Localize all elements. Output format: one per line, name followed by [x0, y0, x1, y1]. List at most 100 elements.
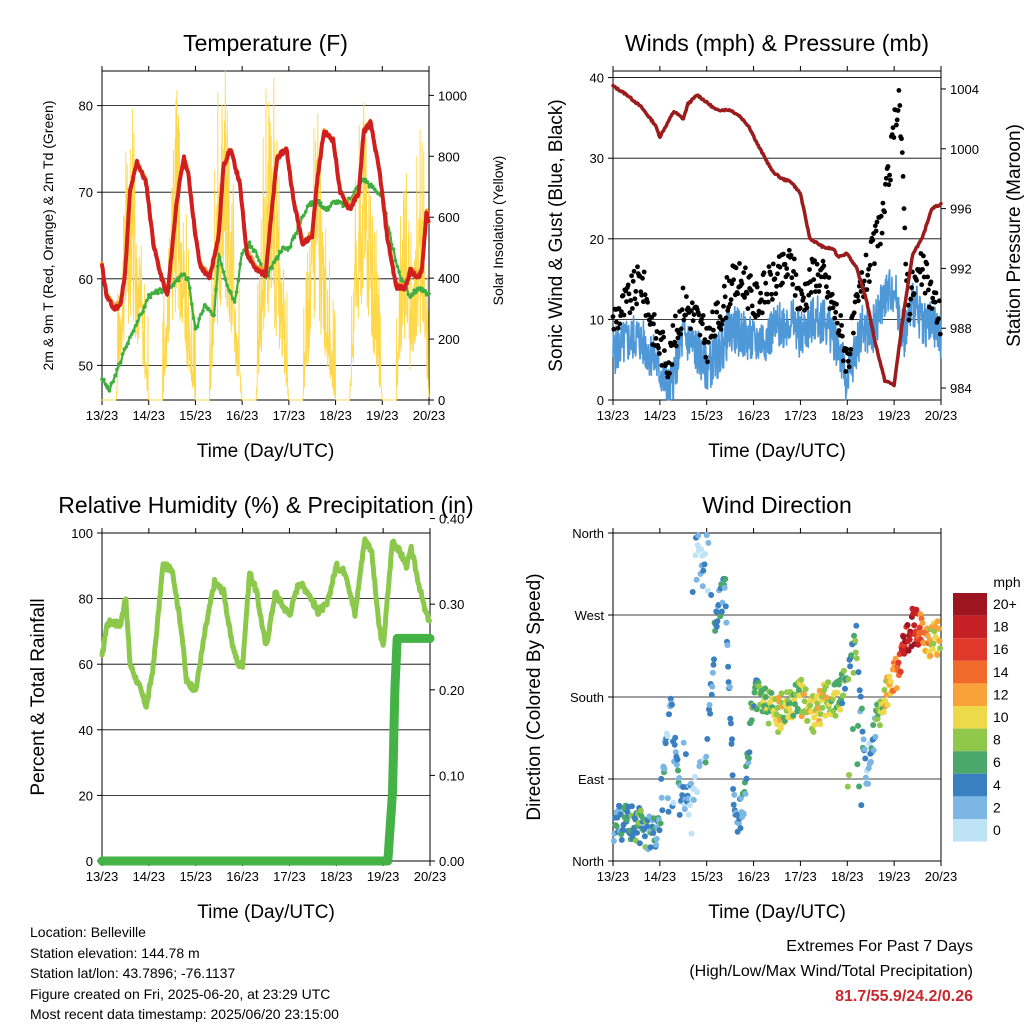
- dewpoint-point: [259, 262, 263, 266]
- gust-point: [863, 252, 869, 258]
- direction-point: [881, 687, 888, 693]
- direction-point: [910, 610, 917, 617]
- gust-point: [780, 280, 785, 286]
- gust-point: [641, 269, 647, 275]
- gust-point: [689, 308, 694, 314]
- direction-point: [927, 652, 934, 659]
- direction-point: [735, 820, 742, 827]
- gust-point: [711, 327, 716, 333]
- gust-point: [851, 330, 856, 336]
- gust-point: [754, 284, 760, 290]
- direction-point: [792, 701, 798, 708]
- direction-point: [723, 619, 730, 626]
- y-axis-label: 2m & 9m T (Red, Orange) & 2m Td (Green): [40, 101, 56, 371]
- speed-colorbar: mph 20+ 18 16 14 12 10 8 6 4 2 0: [953, 574, 1021, 842]
- y-tick-label: East: [578, 772, 604, 787]
- y-tick-label: 0: [597, 393, 604, 408]
- y-tick-label: South: [570, 690, 604, 705]
- dewpoint-point: [182, 272, 187, 276]
- direction-point: [618, 836, 625, 843]
- direction-point: [724, 642, 731, 649]
- x-axis-label: Time (Day/UTC): [197, 441, 335, 462]
- dewpoint-point: [427, 291, 431, 296]
- x-tick-label: 19/23: [367, 869, 400, 884]
- x-tick-label: 17/23: [273, 869, 306, 884]
- gust-point: [793, 272, 799, 278]
- gust-point: [843, 369, 849, 374]
- direction-point: [819, 704, 826, 711]
- gust-point: [887, 172, 892, 178]
- dewpoint-point: [105, 384, 110, 389]
- gust-point: [720, 317, 725, 323]
- gust-point: [721, 303, 726, 309]
- relative-humidity-line: [99, 536, 432, 710]
- gust-point: [617, 321, 623, 327]
- direction-point: [810, 728, 817, 735]
- gust-point: [625, 282, 631, 288]
- direction-point: [862, 755, 869, 762]
- gust-point: [797, 305, 803, 311]
- direction-point: [672, 749, 679, 756]
- gust-point: [723, 315, 729, 321]
- gust-point: [840, 333, 845, 339]
- dewpoint-point: [158, 287, 162, 291]
- dewpoint-point: [146, 292, 151, 297]
- gust-point: [792, 293, 798, 298]
- gust-point: [657, 351, 662, 356]
- y2-tick-label: 1000: [438, 88, 467, 103]
- gust-point: [729, 281, 735, 287]
- direction-point: [688, 830, 695, 837]
- x-tick-label: 14/23: [133, 869, 166, 884]
- dewpoint-point: [154, 288, 158, 293]
- gust-point: [761, 270, 767, 276]
- x-tick-label: 13/23: [597, 408, 630, 423]
- x-tick-label: 17/23: [273, 408, 306, 423]
- dewpoint-point: [133, 323, 138, 328]
- y2-tick-label: 800: [438, 149, 460, 164]
- direction-point: [870, 747, 877, 754]
- solar-insolation-line: [101, 70, 430, 401]
- gust-point: [928, 279, 934, 285]
- dewpoint-point: [202, 303, 207, 307]
- gust-point: [838, 313, 844, 318]
- dewpoint-point: [288, 244, 293, 249]
- gust-point: [790, 282, 796, 287]
- gust-point: [812, 258, 817, 263]
- gust-point: [900, 174, 906, 179]
- dewpoint-point: [186, 276, 190, 280]
- y-tick-label: 10: [590, 312, 604, 327]
- gust-point: [878, 241, 883, 247]
- gust-point: [932, 299, 938, 305]
- gust-point: [705, 359, 710, 365]
- direction-point: [714, 618, 721, 625]
- direction-point: [884, 701, 891, 708]
- dewpoint-point: [373, 187, 377, 192]
- gust-point: [710, 309, 715, 315]
- dewpoint-point: [279, 249, 284, 254]
- legend-swatch: [953, 773, 987, 797]
- dewpoint-point: [159, 290, 164, 295]
- gust-point: [844, 346, 849, 352]
- direction-point: [859, 728, 866, 735]
- gust-point: [678, 331, 683, 337]
- gust-point: [619, 309, 624, 315]
- direction-point: [886, 673, 893, 680]
- dewpoint-point: [294, 231, 299, 236]
- gust-point: [845, 358, 851, 364]
- gust-point: [835, 320, 840, 326]
- legend-swatch: [953, 796, 987, 819]
- gust-point: [826, 275, 832, 280]
- direction-point: [751, 689, 758, 696]
- direction-point: [689, 589, 696, 595]
- direction-point: [887, 678, 894, 685]
- gust-point: [896, 88, 902, 93]
- gust-point: [615, 325, 621, 331]
- dewpoint-point: [217, 255, 222, 260]
- gust-point: [712, 333, 718, 339]
- direction-point: [853, 622, 860, 629]
- dewpoint-point: [391, 247, 396, 251]
- direction-point: [695, 532, 702, 539]
- direction-point: [664, 733, 671, 739]
- direction-point: [832, 712, 839, 719]
